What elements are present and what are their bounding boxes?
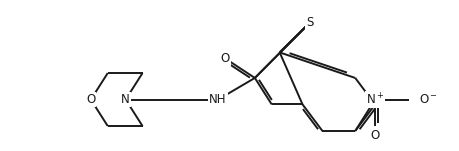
Text: O: O [220, 52, 230, 65]
Text: O: O [370, 129, 380, 142]
Text: S: S [306, 16, 313, 29]
Text: N: N [121, 93, 130, 106]
Text: $\mathsf{N^+}$: $\mathsf{N^+}$ [366, 92, 384, 107]
Text: O: O [86, 93, 95, 106]
Text: $\mathsf{O^-}$: $\mathsf{O^-}$ [419, 93, 438, 106]
Text: NH: NH [209, 93, 227, 106]
